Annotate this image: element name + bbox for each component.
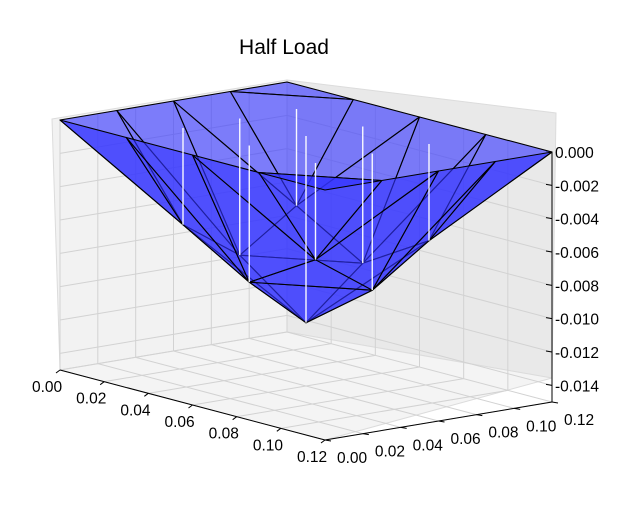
y-tick-label: 0.12 [564, 412, 594, 429]
z-tick [545, 183, 553, 186]
y-tick [324, 439, 332, 442]
axes [55, 150, 559, 444]
z-tick-label: -0.006 [555, 245, 599, 262]
grid-line-z [59, 314, 553, 386]
z-tick [545, 350, 553, 353]
y-tick-label: 0.02 [375, 444, 405, 461]
z-tick-label: -0.010 [555, 312, 599, 329]
y-tick [400, 426, 407, 429]
y-tick [514, 407, 521, 410]
z-tick [545, 217, 553, 220]
surface-face [258, 171, 383, 191]
x-tick-label: 0.06 [165, 414, 195, 431]
z-tick [545, 250, 553, 253]
x-tick-label: 0.10 [253, 437, 284, 454]
tick-labels: 0.00 0.02 0.04 0.06 0.08 0.10 0.12 0.00 0.02 0.04… [32, 145, 599, 467]
z-tick [545, 383, 553, 386]
grid-line-floor-y [286, 331, 553, 403]
x-tick-label: 0.02 [76, 391, 106, 408]
grid-line-floor-y [97, 363, 363, 435]
grid-line-floor-y [135, 356, 401, 428]
z-tick-label: -0.002 [555, 178, 599, 195]
y-tick-label: 0.06 [451, 431, 481, 448]
y-tick [551, 401, 559, 404]
x-tick-label: 0.04 [120, 402, 151, 419]
x-tick [232, 416, 237, 421]
grid-line-floor-y [211, 344, 477, 416]
z-tick [545, 283, 553, 286]
grid-line-floor-y [249, 337, 515, 409]
z-tick-label: 0.000 [555, 145, 594, 162]
y-tick [438, 420, 445, 423]
y-tick [362, 433, 369, 436]
z-tick-label: -0.012 [555, 345, 599, 362]
x-tick [276, 427, 282, 432]
x-tick-label: 0.12 [297, 449, 327, 466]
surface [59, 81, 553, 324]
y-tick-label: 0.00 [337, 450, 368, 467]
x-tick [320, 439, 326, 444]
y-tick-label: 0.10 [526, 418, 557, 435]
z-tick [545, 317, 553, 320]
x-tick [144, 392, 149, 397]
z-tick-label: -0.008 [555, 278, 599, 295]
x-tick [55, 369, 61, 374]
z-tick-label: -0.004 [555, 212, 599, 229]
z-tick-label: -0.014 [555, 378, 599, 395]
y-tick-label: 0.04 [413, 437, 444, 454]
chart-title: Half Load [239, 36, 329, 59]
y-tick-label: 0.08 [488, 425, 518, 442]
grid-line-floor-y [173, 350, 439, 422]
x-tick [188, 404, 193, 409]
y-tick [476, 414, 483, 417]
x-tick-label: 0.00 [32, 379, 63, 396]
x-tick-label: 0.08 [209, 426, 239, 443]
x-tick [99, 381, 105, 386]
